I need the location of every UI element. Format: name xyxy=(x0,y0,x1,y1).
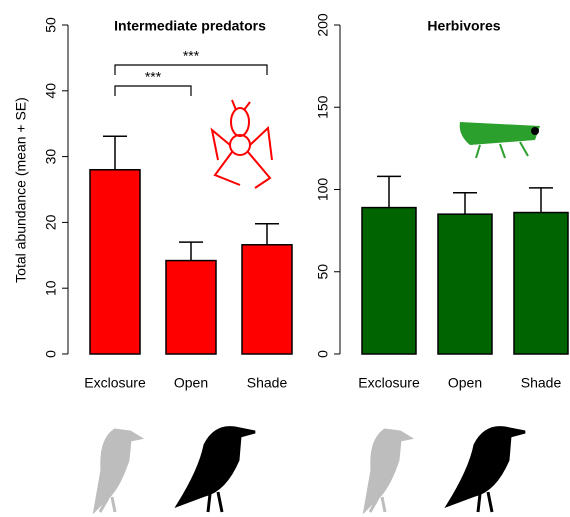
panel-title: Intermediate predators xyxy=(114,18,266,34)
bar xyxy=(241,244,293,355)
y-tick-label: 10 xyxy=(43,280,59,296)
leafhopper-icon xyxy=(459,122,540,159)
panel-title: Herbivores xyxy=(427,18,500,34)
y-tick-label: 50 xyxy=(43,17,59,33)
y-axis-label: Total abundance (mean + SE) xyxy=(13,97,29,283)
bar xyxy=(165,259,217,355)
bar xyxy=(89,169,141,355)
significance-label: *** xyxy=(145,69,162,85)
spider-icon xyxy=(210,99,273,189)
y-tick-label: 40 xyxy=(43,83,59,99)
x-tick-label: Open xyxy=(174,375,208,391)
x-tick-label: Exclosure xyxy=(358,375,420,391)
y-tick-label: 100 xyxy=(315,178,331,202)
bar xyxy=(361,206,417,355)
y-tick-label: 0 xyxy=(43,350,59,358)
y-tick-label: 50 xyxy=(315,264,331,280)
bird-icons xyxy=(92,426,526,515)
y-tick-label: 200 xyxy=(315,13,331,37)
x-tick-label: Open xyxy=(448,375,482,391)
significance-bracket xyxy=(114,64,268,75)
y-tick-label: 150 xyxy=(315,95,331,119)
x-tick-label: Shade xyxy=(247,375,288,391)
significance-label: *** xyxy=(183,48,200,64)
significance-bracket xyxy=(114,85,192,96)
y-tick-label: 30 xyxy=(43,149,59,165)
y-tick-label: 20 xyxy=(43,214,59,230)
x-tick-label: Shade xyxy=(521,375,562,391)
y-tick-label: 0 xyxy=(315,350,331,358)
bar xyxy=(513,211,569,355)
x-tick-label: Exclosure xyxy=(84,375,146,391)
bar xyxy=(437,213,493,355)
